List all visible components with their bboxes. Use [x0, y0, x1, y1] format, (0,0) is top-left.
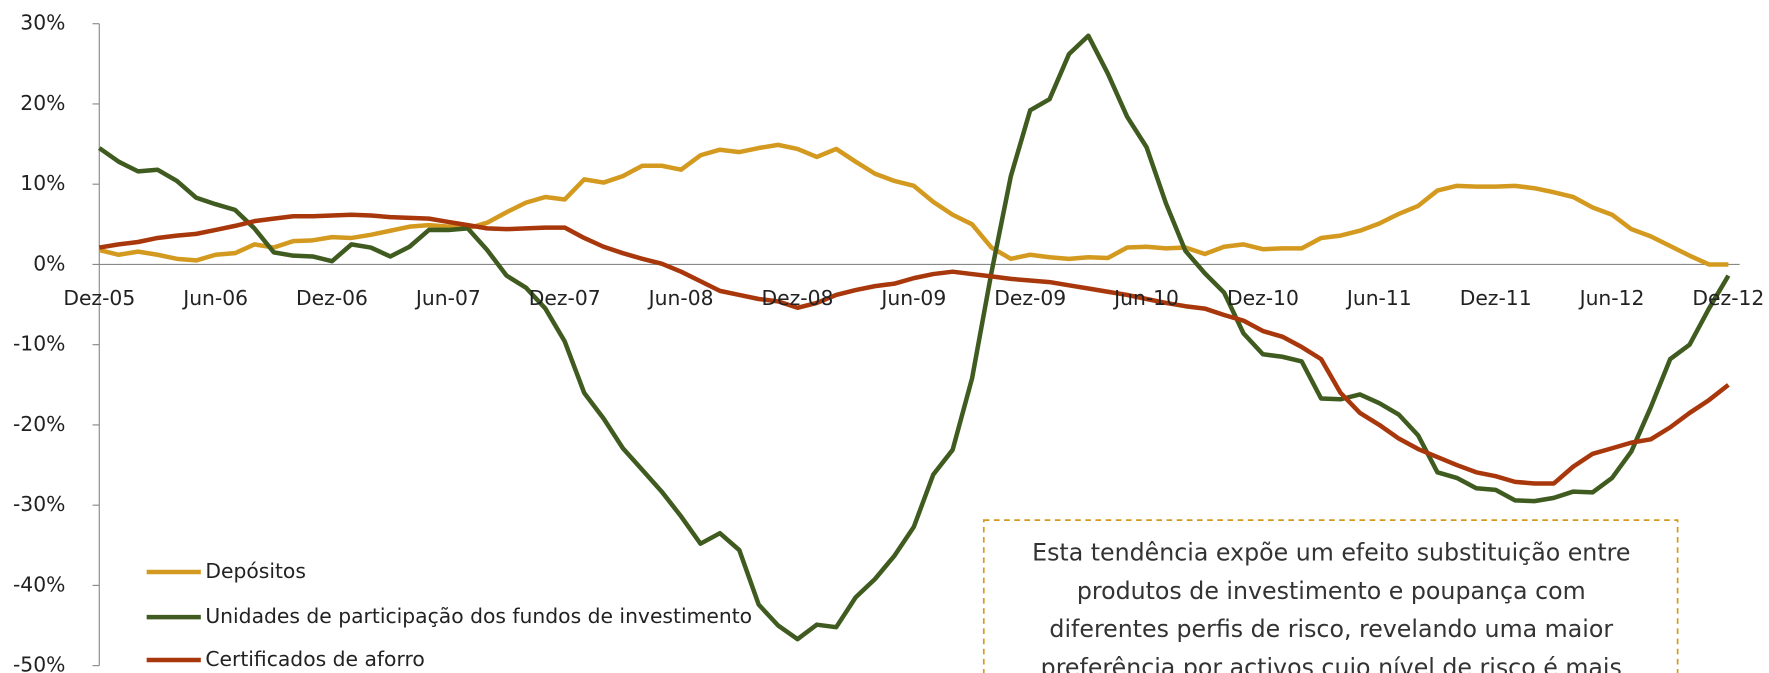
y-tick-label: -30% [13, 492, 65, 516]
annotation-text: preferência por activos cujo nível de ri… [1041, 654, 1622, 673]
annotation-text: Esta tendência expõe um efeito substitui… [1032, 538, 1630, 566]
x-tick-label: Dez-09 [994, 286, 1066, 310]
y-tick-label: 20% [20, 91, 65, 115]
y-tick-label: -20% [13, 412, 65, 436]
x-tick-label: Jun-06 [181, 286, 248, 310]
x-tick-label: Dez-05 [63, 286, 135, 310]
y-tick-label: 10% [20, 171, 65, 195]
x-tick-label: Jun-07 [414, 286, 481, 310]
legend-label: Depósitos [205, 559, 306, 583]
x-tick-label: Dez-06 [296, 286, 368, 310]
y-tick-label: 30% [20, 11, 65, 35]
annotation-box [982, 519, 1679, 673]
x-tick-label: Dez-07 [529, 286, 601, 310]
x-tick-label: Jun-10 [1112, 286, 1179, 310]
x-tick-label: Jun-12 [1578, 286, 1645, 310]
y-tick-label: -40% [13, 572, 65, 596]
series-line [98, 212, 1730, 486]
y-tick-label: -10% [13, 332, 65, 356]
legend-label: Unidades de participação dos fundos de i… [205, 604, 752, 628]
x-tick-label: Dez-10 [1227, 286, 1299, 310]
x-tick-label: Dez-11 [1460, 286, 1532, 310]
y-tick-label: 0% [33, 251, 65, 275]
x-tick-label: Jun-08 [647, 286, 714, 310]
series-line [97, 33, 1731, 642]
x-tick-label: Dez-08 [762, 286, 834, 310]
y-tick-label: -50% [13, 653, 65, 673]
x-tick-label: Jun-09 [879, 286, 946, 310]
legend-label: Certificados de aforro [205, 647, 424, 671]
annotation-text: diferentes perfis de risco, revelando um… [1049, 615, 1613, 643]
x-tick-label: Jun-11 [1345, 286, 1412, 310]
annotation-text: produtos de investimento e poupança com [1077, 577, 1586, 605]
x-tick-label: Dez-12 [1692, 286, 1764, 310]
series-line [98, 142, 1729, 267]
